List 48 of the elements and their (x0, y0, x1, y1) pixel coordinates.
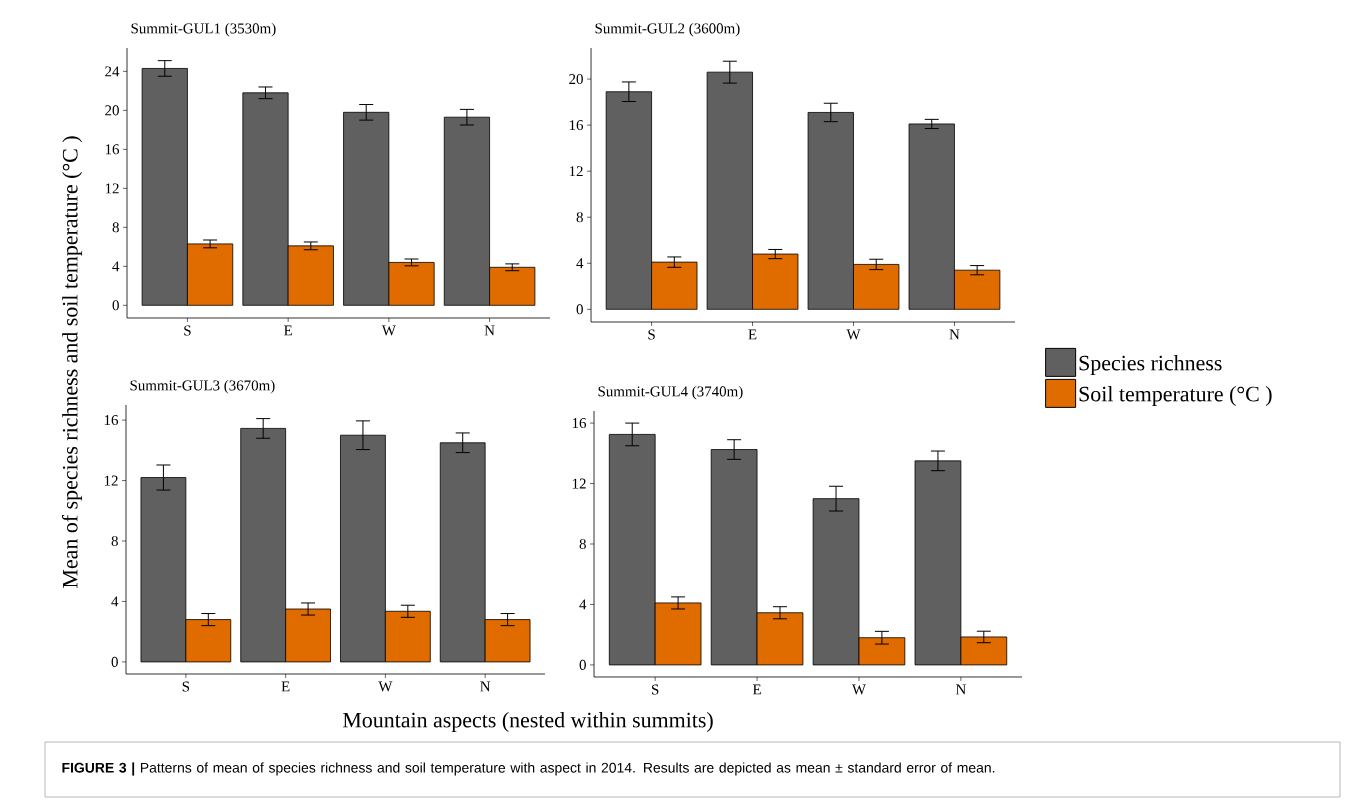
x-tick-label: E (284, 325, 292, 336)
y-tick-label: 4 (576, 258, 584, 269)
x-tick-label: E (752, 684, 761, 695)
y-tick-label: 12 (569, 166, 583, 177)
y-tick-label: 8 (579, 538, 586, 550)
x-tick-label: N (484, 325, 495, 336)
x-tick-label: W (846, 329, 861, 340)
x-tick-label: W (381, 325, 396, 336)
chart-title: Summit-GUL4 (3740m) (598, 385, 743, 400)
y-tick-label: 0 (579, 659, 586, 670)
y-tick-label: 4 (111, 596, 119, 607)
y-tick-label: 8 (112, 222, 119, 233)
y-tick-label: 16 (572, 418, 587, 429)
x-tick-label: S (652, 684, 659, 695)
y-tick-label: 12 (104, 475, 118, 486)
x-tick-label: S (648, 329, 655, 340)
y-tick-label: 24 (105, 66, 120, 77)
x-tick-label: E (748, 329, 757, 340)
chart-title: Summit-GUL3 (3670m) (130, 379, 275, 394)
x-tick-label: S (184, 325, 191, 336)
x-tick-label: S (182, 681, 190, 692)
chart-title: Summit-GUL2 (3600m) (595, 22, 740, 37)
legend-label: Species richness (1079, 355, 1222, 375)
y-tick-label: 12 (572, 478, 586, 489)
y-tick-label: 0 (576, 304, 583, 315)
x-tick-label: N (480, 681, 491, 692)
y-tick-label: 8 (576, 212, 583, 223)
y-tick-label: 4 (579, 599, 587, 610)
y-tick-label: 16 (105, 144, 120, 155)
x-tick-label: N (949, 329, 960, 340)
x-tick-label: E (281, 681, 290, 692)
y-tick-label: 0 (111, 656, 118, 667)
y-tick-label: 16 (569, 120, 584, 131)
y-tick-label: 16 (104, 415, 119, 426)
chart-title: Summit-GUL1 (3530m) (131, 22, 276, 37)
y-tick-label: 0 (112, 300, 119, 311)
y-tick-label: 20 (105, 105, 119, 116)
y-axis-title: Mean of species richness and soil temperature (°C ) (61, 136, 83, 588)
y-tick-label: 4 (112, 261, 120, 272)
x-axis-title: Mountain aspects (nested within summits) (342, 712, 713, 732)
legend-label: Soil temperature (°C ) (1079, 386, 1272, 406)
y-tick-label: 8 (111, 535, 118, 547)
x-tick-label: W (378, 681, 393, 692)
y-tick-label: 12 (105, 183, 119, 194)
text: FIGURE 3 | Patterns of mean of species richness and soil temperature with aspect in 2014. Results are depicted as mean ± standard error of mean. (62, 762, 995, 776)
x-tick-label: W (851, 684, 866, 695)
x-tick-label: N (955, 684, 966, 695)
y-tick-label: 20 (569, 74, 583, 85)
